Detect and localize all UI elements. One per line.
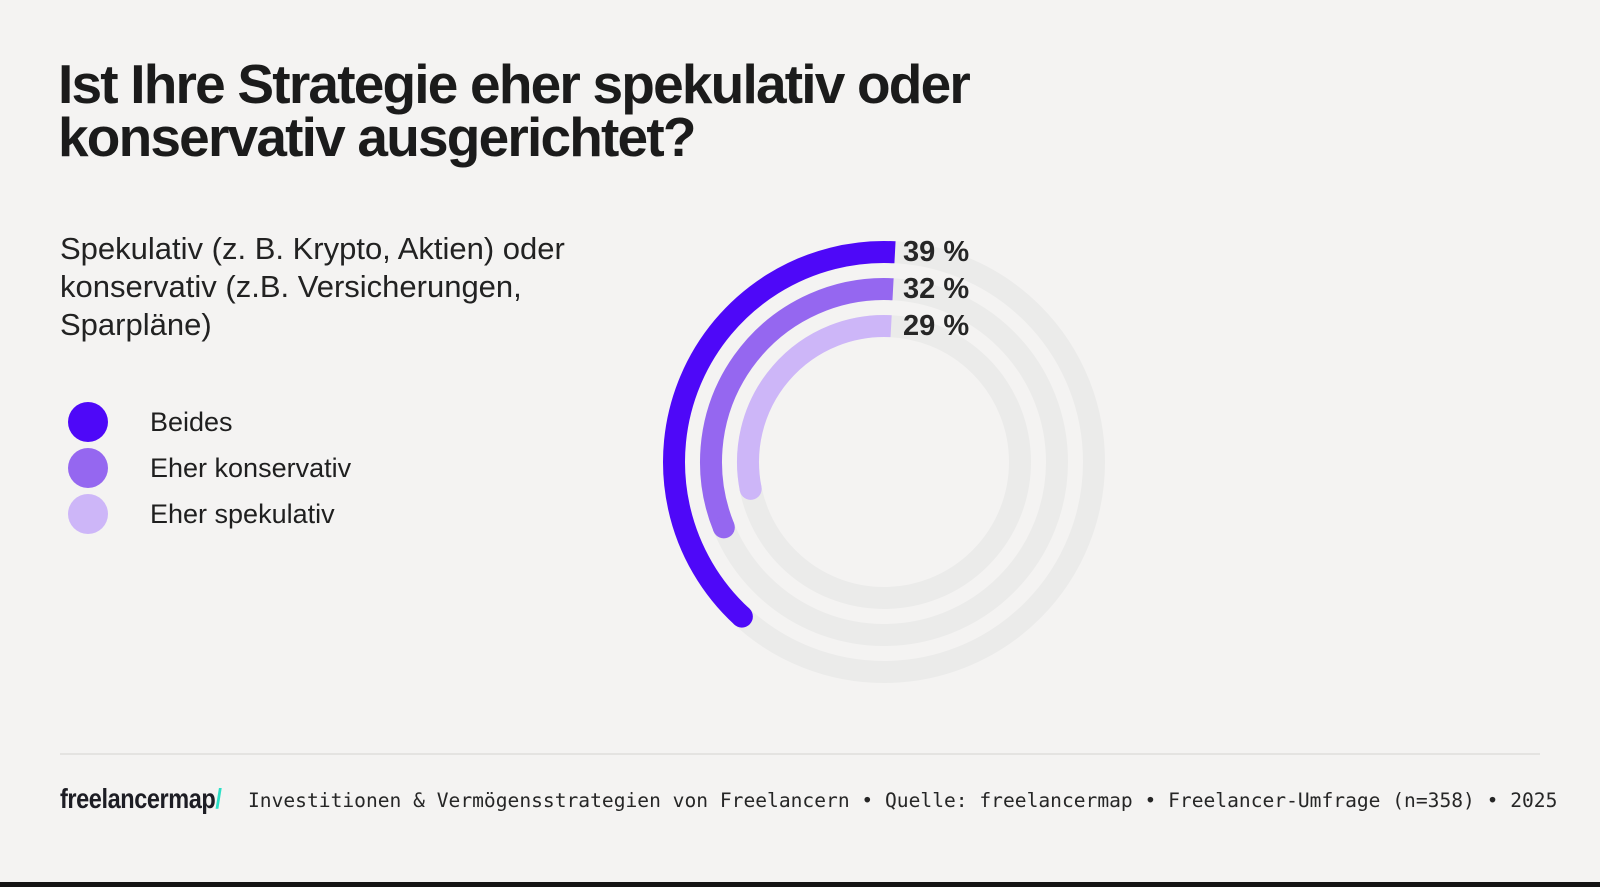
chart-arc-beides xyxy=(663,241,896,625)
chart-value-label: 39 % xyxy=(903,236,969,268)
legend-item-beides: Beides xyxy=(68,399,351,445)
legend-label: Beides xyxy=(150,406,233,437)
radial-chart: 39 % 32 % 29 % xyxy=(600,220,1160,720)
legend-label: Eher spekulativ xyxy=(150,498,335,529)
footer-divider xyxy=(60,753,1540,755)
legend-item-eher-konservativ: Eher konservativ xyxy=(68,445,351,491)
logo-slash-icon: / xyxy=(215,783,222,814)
footer-source-text: Investitionen & Vermögensstrategien von … xyxy=(248,789,1558,812)
chart-legend: Beides Eher konservativ Eher spekulativ xyxy=(68,399,351,537)
bottom-bar xyxy=(0,882,1600,887)
legend-item-eher-spekulativ: Eher spekulativ xyxy=(68,491,351,537)
chart-arc-eher-konservativ xyxy=(700,278,894,532)
chart-arc-eher-spekulativ xyxy=(737,315,892,492)
freelancermap-logo: freelancermap/ xyxy=(60,783,222,815)
page-title: Ist Ihre Strategie eher spekulativ oder … xyxy=(58,53,971,168)
legend-dot-icon xyxy=(68,402,108,442)
radial-chart-svg: 39 % 32 % 29 % xyxy=(663,236,1105,683)
legend-dot-icon xyxy=(68,448,108,488)
chart-value-label: 32 % xyxy=(903,273,969,305)
chart-arc-endcap xyxy=(712,516,735,539)
legend-label: Eher konservativ xyxy=(150,452,352,483)
legend-dot-icon xyxy=(68,494,108,534)
chart-arc-endcap xyxy=(739,477,762,500)
chart-value-label: 29 % xyxy=(903,310,969,342)
chart-arc-endcap xyxy=(730,605,753,628)
page-subtitle: Spekulativ (z. B. Krypto, Aktien) oder k… xyxy=(60,231,565,342)
logo-text: freelancermap xyxy=(60,783,216,814)
